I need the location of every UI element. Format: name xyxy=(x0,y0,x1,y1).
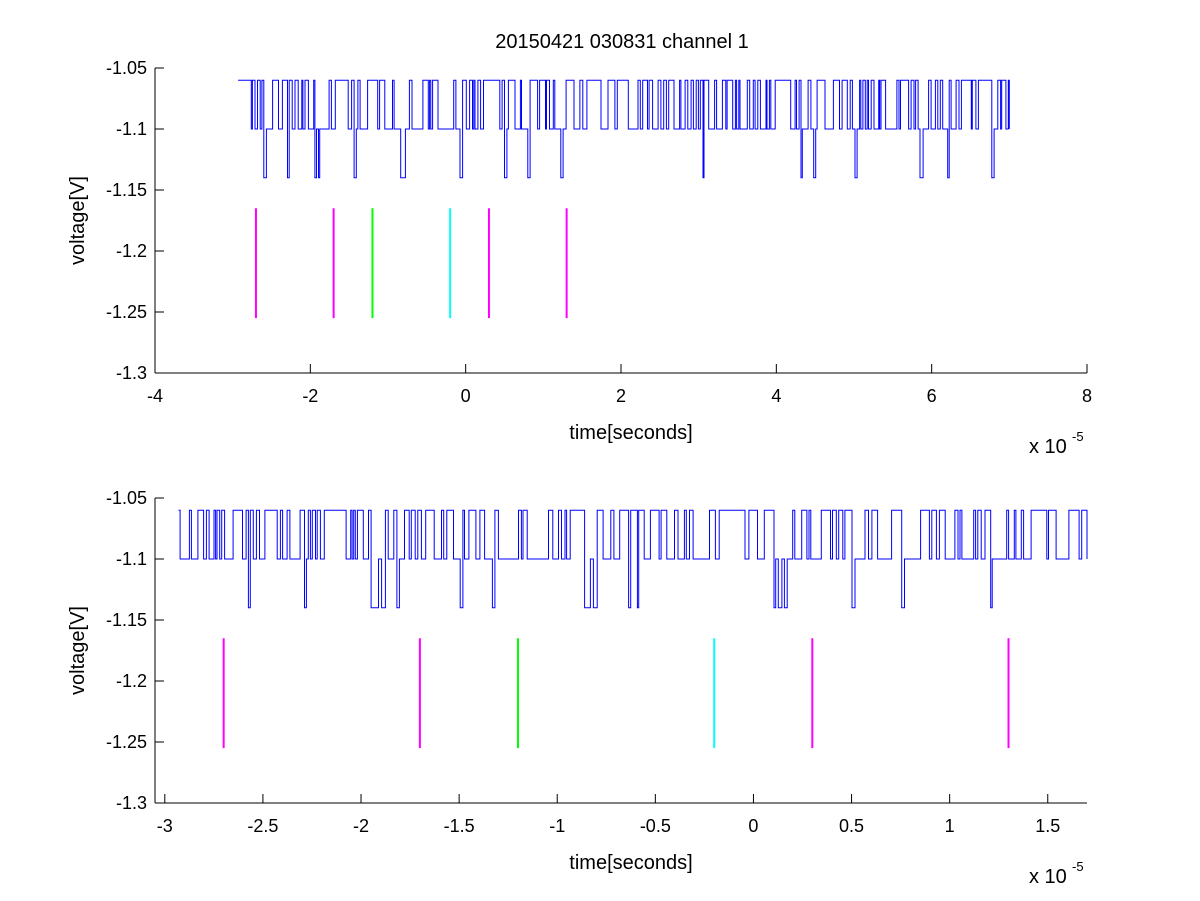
y-axis-label: voltage[V] xyxy=(67,176,89,265)
top-panel: -4 -2 0 2 4 6 8 -1.05 -1.1 -1.15 -1.2 -1.25 -1.3 time… xyxy=(67,58,1092,458)
y-tick-label: -1.1 xyxy=(116,549,147,569)
x-tick-label: 6 xyxy=(927,386,937,406)
x-tick-label: 0.5 xyxy=(839,816,864,836)
y-tick-label: -1.05 xyxy=(106,488,147,508)
y-axis-label: voltage[V] xyxy=(67,606,89,695)
y-tick-label: -1.05 xyxy=(106,58,147,78)
x-tick-label: -2 xyxy=(302,386,318,406)
y-tick-label: -1.2 xyxy=(116,671,147,691)
x-tick-label: -2 xyxy=(353,816,369,836)
y-tick-label: -1.15 xyxy=(106,180,147,200)
y-tick-label: -1.25 xyxy=(106,732,147,752)
x-tick-label: 8 xyxy=(1082,386,1092,406)
x-tick-label: 2 xyxy=(616,386,626,406)
x-tick-label: -1 xyxy=(549,816,565,836)
x-tick-label: -4 xyxy=(147,386,163,406)
x-tick-label: 0 xyxy=(461,386,471,406)
x-exponent-label: x 10 xyxy=(1029,436,1067,458)
x-tick-label: -2.5 xyxy=(247,816,278,836)
voltage-trace xyxy=(178,509,1088,609)
x-exponent-superscript: -5 xyxy=(1072,429,1084,444)
x-tick-label: -1.5 xyxy=(444,816,475,836)
y-tick-label: -1.3 xyxy=(116,793,147,813)
x-tick-label: 0 xyxy=(748,816,758,836)
x-tick-label: -3 xyxy=(157,816,173,836)
y-tick-label: -1.3 xyxy=(116,363,147,383)
figure-title: 20150421 030831 channel 1 xyxy=(495,31,749,53)
x-exponent-superscript: -5 xyxy=(1072,859,1084,874)
x-exponent-label: x 10 xyxy=(1029,866,1067,888)
x-axis-label: time[seconds] xyxy=(569,422,692,444)
x-tick-label: 1 xyxy=(945,816,955,836)
x-tick-label: -0.5 xyxy=(640,816,671,836)
bottom-panel: -3 -2.5 -2 -1.5 -1 -0.5 0 0.5 1 1.5 -1.05 -1.1 -1.15… xyxy=(67,488,1088,888)
voltage-trace xyxy=(238,79,1010,179)
x-tick-label: 4 xyxy=(771,386,781,406)
y-tick-label: -1.25 xyxy=(106,302,147,322)
y-tick-label: -1.1 xyxy=(116,119,147,139)
x-axis-label: time[seconds] xyxy=(569,852,692,874)
y-tick-label: -1.2 xyxy=(116,241,147,261)
y-tick-label: -1.15 xyxy=(106,610,147,630)
x-tick-label: 1.5 xyxy=(1035,816,1060,836)
